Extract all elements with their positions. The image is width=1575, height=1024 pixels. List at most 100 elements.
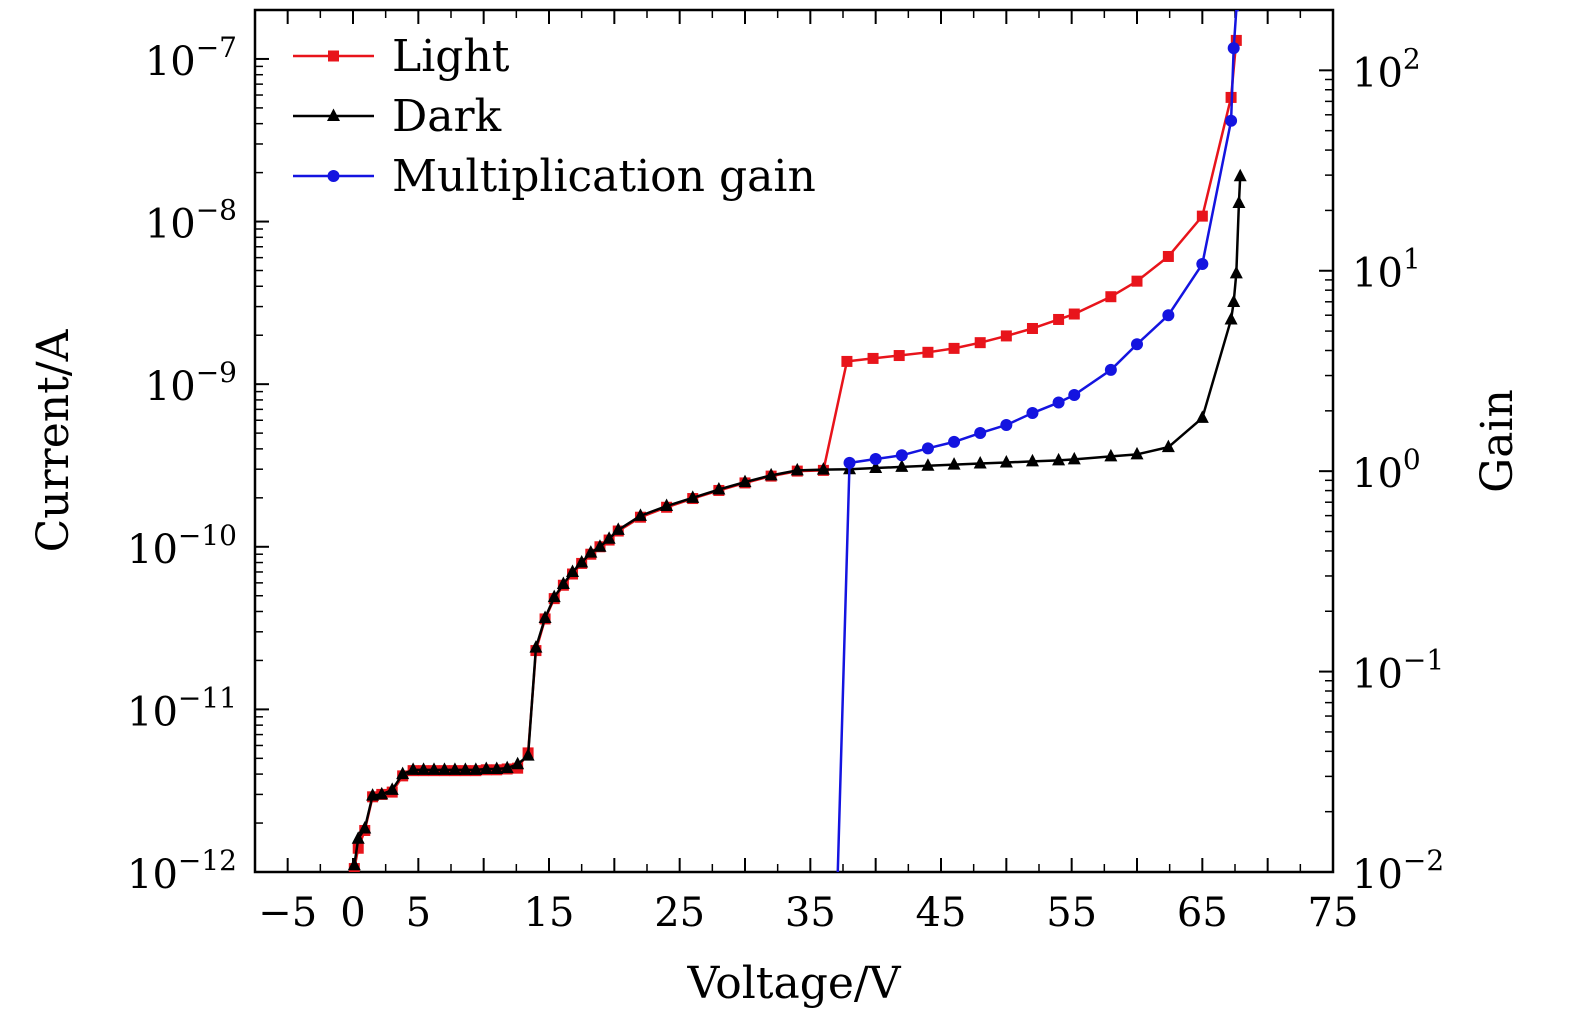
data-point [358, 821, 372, 834]
data-point [1130, 446, 1144, 460]
data-point [1000, 330, 1012, 342]
legend-marker [327, 170, 340, 182]
data-point [479, 761, 493, 774]
data-point [869, 460, 883, 474]
data-point [1229, 265, 1243, 279]
legend-marker [327, 108, 340, 121]
data-point [347, 857, 361, 871]
y-right-tick-label: 100 [1352, 443, 1421, 497]
data-point [948, 435, 961, 448]
data-point [738, 474, 752, 488]
data-point [895, 459, 909, 472]
legend: Light Dark Multiplication gain [293, 31, 816, 202]
data-point [921, 458, 935, 471]
series-multiplication-gain [836, 10, 1240, 872]
data-point [351, 831, 365, 844]
data-point [712, 482, 726, 495]
x-tick-label: 5 [406, 890, 431, 936]
series-line [836, 10, 1239, 872]
x-tick-label: 15 [524, 890, 575, 936]
data-point [947, 457, 961, 470]
data-point [686, 490, 700, 503]
data-point [790, 462, 804, 476]
series-layer [347, 10, 1247, 872]
data-point [816, 462, 830, 475]
data-point [1053, 313, 1065, 325]
data-point [1067, 451, 1081, 465]
plot-area-frame [253, 8, 1335, 874]
data-point [869, 453, 882, 466]
data-point [1196, 210, 1208, 222]
series-dark [347, 168, 1247, 871]
data-point [1026, 407, 1039, 420]
y-left-tick-label: 10−8 [145, 194, 237, 248]
data-point [841, 355, 853, 367]
data-point [1195, 410, 1209, 423]
data-point [867, 352, 879, 364]
data-point [511, 756, 525, 770]
data-point [1105, 291, 1117, 303]
data-point [922, 346, 934, 358]
data-point [352, 842, 364, 854]
data-point [1052, 452, 1066, 466]
data-point [385, 782, 399, 795]
y-right-tick-label: 10−2 [1352, 844, 1444, 898]
y-left-tick-label: 10−11 [127, 681, 237, 735]
data-point [547, 589, 561, 603]
data-point [602, 531, 616, 544]
data-point [556, 576, 570, 590]
data-point [895, 449, 908, 462]
y-left-tick-label: 10−12 [127, 844, 237, 898]
y-left-tick-label: 10−9 [145, 356, 237, 410]
data-point [417, 762, 431, 775]
data-point [448, 762, 462, 775]
data-point [843, 456, 856, 469]
legend-marker [328, 50, 339, 62]
data-point [1161, 439, 1175, 453]
data-point [584, 545, 598, 558]
data-point [427, 762, 441, 775]
y-left-tick-label: 10−10 [127, 519, 237, 573]
data-point [921, 442, 934, 455]
y-left-axis-title: Current/A [28, 328, 79, 552]
y-right-tick-label: 102 [1352, 42, 1421, 96]
data-point [1196, 258, 1209, 271]
data-point [974, 337, 986, 349]
data-point [538, 610, 552, 623]
data-point [893, 350, 905, 362]
data-point [1230, 34, 1242, 46]
data-point [1025, 453, 1039, 467]
x-axis-title: Voltage/V [686, 958, 901, 1009]
data-point [396, 766, 410, 780]
data-point [1233, 168, 1247, 182]
data-point [1104, 448, 1118, 462]
data-point [611, 522, 625, 535]
y-right-tick-labels: 102 101 100 10−1 10−2 [1352, 42, 1444, 898]
data-point [1162, 250, 1174, 262]
data-point [1131, 275, 1143, 287]
y-right-tick-label: 101 [1352, 243, 1421, 297]
y-left-tick-labels: 10−7 10−8 10−9 10−10 10−11 10−12 [127, 31, 237, 898]
data-point [1232, 195, 1246, 209]
y-right-axis-title: Gain [1472, 389, 1523, 493]
data-point [764, 467, 778, 481]
data-point [566, 564, 580, 577]
x-tick-label: 35 [785, 890, 836, 936]
data-point [1026, 322, 1038, 334]
data-point [1131, 338, 1143, 351]
data-point [366, 788, 380, 801]
data-point [1068, 308, 1080, 320]
x-tick-labels: −5 0 5 15 25 35 45 55 65 75 [258, 890, 1358, 936]
data-point [490, 761, 504, 774]
data-point [633, 508, 647, 521]
x-tick-label: 0 [340, 890, 365, 936]
data-point [660, 498, 674, 512]
axis-ticks [255, 9, 1334, 873]
data-point [948, 342, 960, 354]
x-tick-label: 45 [916, 890, 967, 936]
data-point [1225, 114, 1238, 127]
y-right-tick-label: 10−1 [1352, 644, 1444, 698]
data-point [1068, 388, 1081, 401]
data-point [375, 786, 389, 800]
data-point [593, 539, 607, 552]
